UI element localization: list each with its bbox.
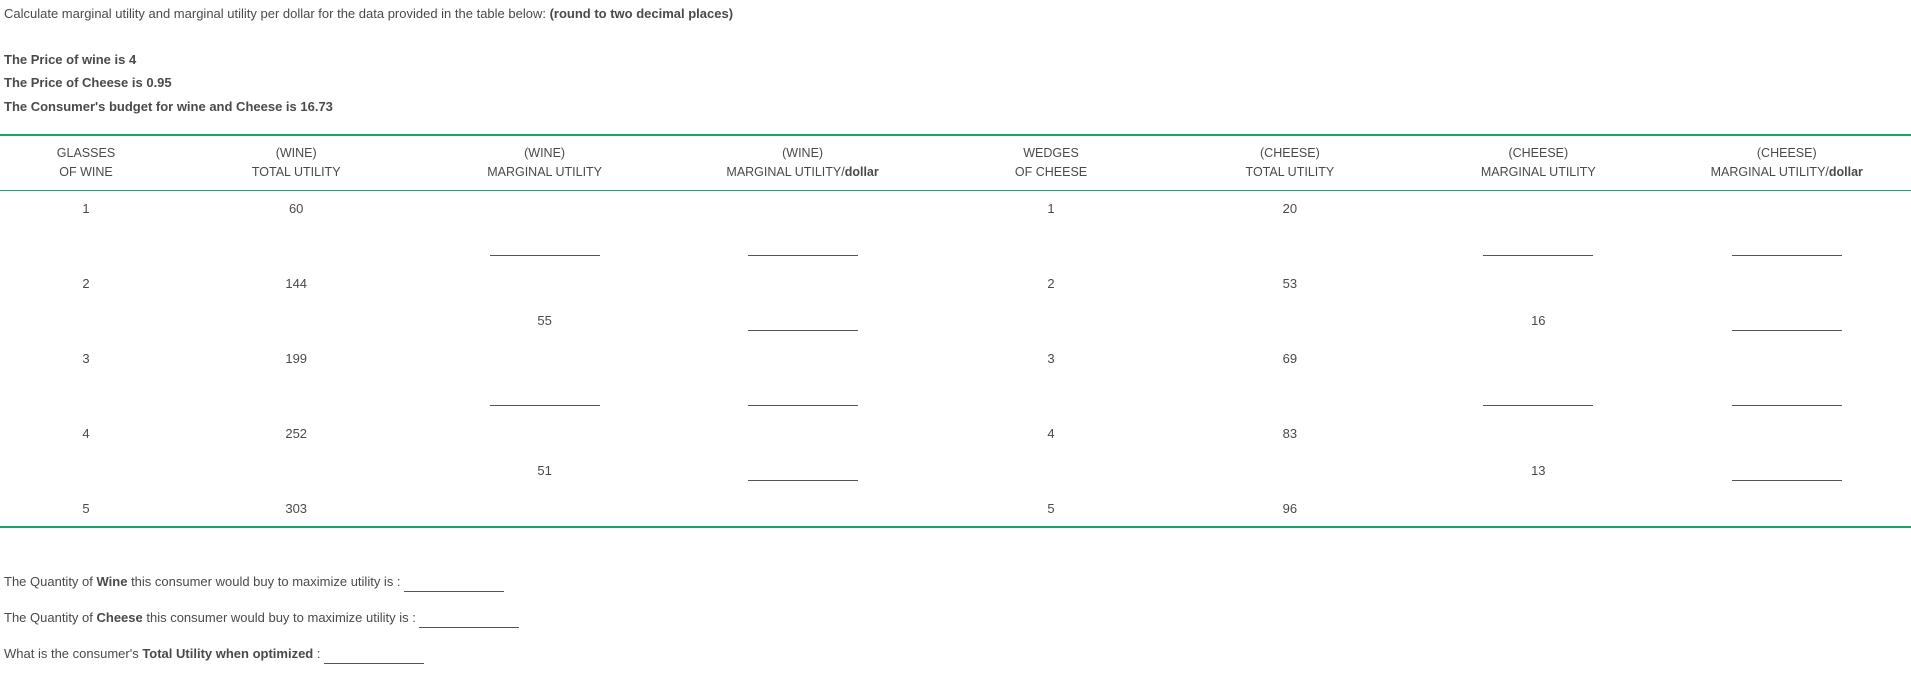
wine-mupd-input[interactable] — [748, 311, 858, 331]
table-row — [0, 226, 1911, 266]
wine-qty: 4 — [0, 416, 172, 451]
wine-total: 252 — [172, 416, 420, 451]
hdr-c1b: OF WINE — [59, 165, 112, 179]
q3-post: : — [313, 646, 324, 661]
cheese-total: 20 — [1166, 190, 1414, 226]
table-row: 4 252 4 83 — [0, 416, 1911, 451]
hdr-c1a: GLASSES — [57, 146, 115, 160]
col-glasses-wine: GLASSES OF WINE — [0, 135, 172, 190]
utility-table: GLASSES OF WINE (WINE) TOTAL UTILITY (WI… — [0, 134, 1911, 528]
wine-total: 60 — [172, 190, 420, 226]
col-wine-mu-dollar: (WINE) MARGINAL UTILITY/dollar — [669, 135, 937, 190]
wine-qty: 5 — [0, 491, 172, 527]
wine-mupd-input[interactable] — [748, 461, 858, 481]
cheese-qty: 3 — [936, 341, 1165, 376]
cheese-mu-input[interactable] — [1483, 386, 1593, 406]
hdr-c8a: (CHEESE) — [1757, 146, 1817, 160]
table-row: 1 60 1 20 — [0, 190, 1911, 226]
cheese-total: 83 — [1166, 416, 1414, 451]
hdr-c6b: TOTAL UTILITY — [1246, 165, 1335, 179]
q1-post: this consumer would buy to maximize util… — [127, 574, 404, 589]
hdr-c6a: (CHEESE) — [1260, 146, 1320, 160]
table-row: 5 303 5 96 — [0, 491, 1911, 527]
prompt-block: Calculate marginal utility and marginal … — [0, 0, 1911, 116]
wine-mu-given: 55 — [420, 301, 668, 341]
wine-qty: 3 — [0, 341, 172, 376]
cheese-mu-given: 16 — [1414, 301, 1662, 341]
q2-pre: The Quantity of — [4, 610, 97, 625]
price-cheese-line: The Price of Cheese is 0.95 — [4, 73, 1911, 93]
wine-total: 199 — [172, 341, 420, 376]
spacer — [4, 28, 1911, 50]
hdr-c2a: (WINE) — [276, 146, 317, 160]
col-wedges-cheese: WEDGES OF CHEESE — [936, 135, 1165, 190]
cheese-total: 69 — [1166, 341, 1414, 376]
hdr-c7a: (CHEESE) — [1508, 146, 1568, 160]
table-row: 51 13 — [0, 451, 1911, 491]
q2-bold: Cheese — [97, 610, 143, 625]
cheese-total: 53 — [1166, 266, 1414, 301]
wine-qty: 1 — [0, 190, 172, 226]
wine-mu-input[interactable] — [490, 236, 600, 256]
q1-bold: Wine — [97, 574, 128, 589]
page-container: Calculate marginal utility and marginal … — [0, 0, 1911, 673]
q3-pre: What is the consumer's — [4, 646, 142, 661]
instruction-prefix: Calculate marginal utility and marginal … — [4, 6, 550, 21]
col-wine-total: (WINE) TOTAL UTILITY — [172, 135, 420, 190]
cheese-mu-given: 13 — [1414, 451, 1662, 491]
wine-qty: 2 — [0, 266, 172, 301]
table-row: 2 144 2 53 — [0, 266, 1911, 301]
cheese-total: 96 — [1166, 491, 1414, 527]
wine-mu-input[interactable] — [490, 386, 600, 406]
hdr-c3a: (WINE) — [524, 146, 565, 160]
cheese-mupd-input[interactable] — [1732, 386, 1842, 406]
q2-post: this consumer would buy to maximize util… — [143, 610, 420, 625]
hdr-c8b-bold: dollar — [1829, 165, 1863, 179]
q3-bold: Total Utility when optimized — [142, 646, 313, 661]
hdr-c4b-pre: MARGINAL UTILITY/ — [726, 165, 844, 179]
cheese-mupd-input[interactable] — [1732, 461, 1842, 481]
answer-total-utility[interactable] — [324, 644, 424, 664]
col-cheese-total: (CHEESE) TOTAL UTILITY — [1166, 135, 1414, 190]
questions-block: The Quantity of Wine this consumer would… — [0, 528, 1911, 673]
col-cheese-mu: (CHEESE) MARGINAL UTILITY — [1414, 135, 1662, 190]
cheese-qty: 4 — [936, 416, 1165, 451]
hdr-c4b-bold: dollar — [845, 165, 879, 179]
wine-total: 303 — [172, 491, 420, 527]
wine-total: 144 — [172, 266, 420, 301]
cheese-qty: 5 — [936, 491, 1165, 527]
col-cheese-mu-dollar: (CHEESE) MARGINAL UTILITY/dollar — [1663, 135, 1911, 190]
question-total-utility: What is the consumer's Total Utility whe… — [4, 636, 1911, 672]
instruction-line: Calculate marginal utility and marginal … — [4, 4, 1911, 24]
hdr-c5b: OF CHEESE — [1015, 165, 1087, 179]
hdr-c5a: WEDGES — [1023, 146, 1079, 160]
answer-wine-qty[interactable] — [404, 572, 504, 592]
hdr-c4a: (WINE) — [782, 146, 823, 160]
table-row: 55 16 — [0, 301, 1911, 341]
hdr-c8b-pre: MARGINAL UTILITY/ — [1711, 165, 1829, 179]
question-wine-qty: The Quantity of Wine this consumer would… — [4, 564, 1911, 600]
hdr-c3b: MARGINAL UTILITY — [487, 165, 602, 179]
hdr-c7b: MARGINAL UTILITY — [1481, 165, 1596, 179]
cheese-mu-input[interactable] — [1483, 236, 1593, 256]
col-wine-mu: (WINE) MARGINAL UTILITY — [420, 135, 668, 190]
table-row: 3 199 3 69 — [0, 341, 1911, 376]
cheese-qty: 2 — [936, 266, 1165, 301]
wine-mupd-input[interactable] — [748, 236, 858, 256]
cheese-mupd-input[interactable] — [1732, 236, 1842, 256]
instruction-bold: (round to two decimal places) — [550, 6, 733, 21]
cheese-qty: 1 — [936, 190, 1165, 226]
q1-pre: The Quantity of — [4, 574, 97, 589]
hdr-c2b: TOTAL UTILITY — [252, 165, 341, 179]
question-cheese-qty: The Quantity of Cheese this consumer wou… — [4, 600, 1911, 636]
table-row — [0, 376, 1911, 416]
header-row: GLASSES OF WINE (WINE) TOTAL UTILITY (WI… — [0, 135, 1911, 190]
answer-cheese-qty[interactable] — [419, 608, 519, 628]
cheese-mupd-input[interactable] — [1732, 311, 1842, 331]
wine-mupd-input[interactable] — [748, 386, 858, 406]
price-wine-line: The Price of wine is 4 — [4, 50, 1911, 70]
wine-mu-given: 51 — [420, 451, 668, 491]
budget-line: The Consumer's budget for wine and Chees… — [4, 97, 1911, 117]
